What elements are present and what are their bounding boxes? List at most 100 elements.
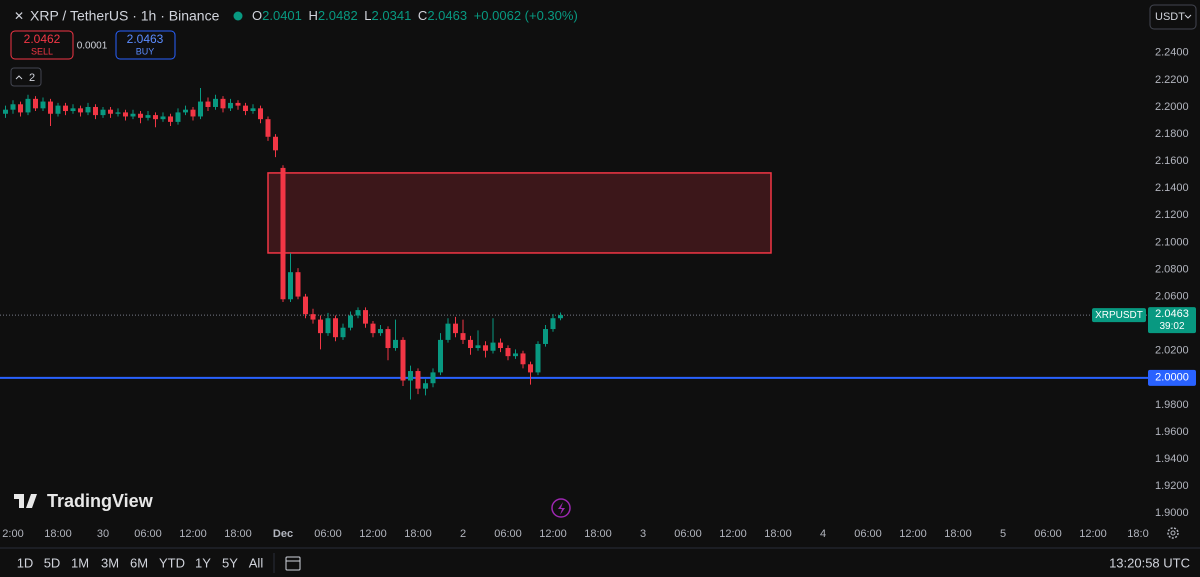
candle-body [355, 310, 361, 316]
range-button[interactable]: 5D [44, 555, 61, 570]
candle-body [333, 318, 338, 338]
candle-body [10, 104, 16, 110]
settings-center [1170, 530, 1176, 536]
sell-button[interactable] [10, 30, 74, 60]
x-tick-label: 12:00 [179, 528, 207, 540]
settings-button[interactable] [1167, 527, 1179, 539]
candle-body [438, 339, 443, 373]
candle-body [183, 109, 188, 113]
candle-body [280, 167, 286, 300]
range-button[interactable]: 1M [71, 555, 89, 570]
sell-label: SELL [31, 46, 53, 56]
chevron [1184, 14, 1192, 19]
y-tick-label: 2.2400 [1155, 47, 1189, 59]
last-price-label: 2.0463 [1155, 308, 1189, 320]
y-tick-label: 1.9400 [1155, 453, 1189, 465]
x-tick-label: 12:00 [539, 528, 567, 540]
candle-body [190, 109, 196, 117]
price-axis [1148, 0, 1200, 548]
date-range-button[interactable] [285, 556, 301, 571]
candle-body [160, 116, 166, 120]
ohlc-label: C [418, 8, 427, 23]
candle-body [258, 108, 263, 120]
candle-body [340, 327, 346, 338]
ohlc-label: H [309, 8, 318, 23]
symbol-icon: ✕ [14, 9, 24, 23]
range-button[interactable]: 5Y [222, 555, 238, 570]
range-button[interactable]: All [249, 555, 264, 570]
ohlc-value: 2.0341 [372, 8, 412, 23]
candle-body [288, 272, 293, 300]
range-button[interactable]: 1Y [195, 555, 211, 570]
candle-body [115, 112, 121, 114]
candle-body [168, 116, 173, 122]
range-button[interactable]: 1D [17, 555, 34, 570]
y-tick-label: 1.9600 [1155, 426, 1189, 438]
range-button[interactable]: 6M [130, 555, 148, 570]
x-tick-label: 06:00 [494, 528, 522, 540]
candle-body [378, 329, 383, 334]
candle-body [198, 101, 203, 117]
alert-button[interactable] [551, 498, 571, 518]
hline-tag [1148, 369, 1196, 386]
range-buttons: 1D 5D 1M 3M 6M YTD 1Y 5Y All [17, 555, 264, 570]
currency-button[interactable] [1149, 4, 1197, 30]
candle-body [513, 353, 518, 357]
candle-body [430, 372, 436, 384]
symbol[interactable]: XRP / TetherUS · 1h · Binance [30, 8, 220, 24]
currency-label: USDT [1155, 11, 1185, 23]
indicators-toggle[interactable] [10, 67, 42, 87]
x-tick-label: Dec [273, 528, 293, 540]
candle-body [370, 323, 376, 334]
sell-price: 2.0462 [24, 32, 61, 46]
candle-body [445, 323, 451, 340]
range-button[interactable]: 3M [101, 555, 119, 570]
y-tick-label: 1.9200 [1155, 480, 1189, 492]
candle-body [220, 98, 226, 109]
y-tick-label: 2.0600 [1155, 290, 1189, 302]
candle-body [235, 102, 241, 106]
candle-body [93, 106, 98, 116]
x-tick-label: 06:00 [674, 528, 702, 540]
x-tick-label: 4 [820, 528, 826, 540]
x-tick-label: 06:00 [854, 528, 882, 540]
candle-body [175, 112, 181, 122]
y-tick-label: 2.1200 [1155, 209, 1189, 221]
candle-body [145, 115, 151, 118]
candle-body [543, 329, 548, 344]
x-tick-label: 12:00 [899, 528, 927, 540]
candle-body [310, 314, 316, 320]
candle-body [483, 345, 488, 351]
x-tick-label: 12:00 [1079, 528, 1107, 540]
range-button[interactable]: YTD [159, 555, 185, 570]
candle-body [528, 364, 533, 373]
candle-body [213, 98, 218, 107]
candle-body [423, 383, 428, 389]
candle-body [138, 113, 143, 118]
candle-body [63, 105, 68, 112]
y-tick-label: 2.0800 [1155, 263, 1189, 275]
candle-body [100, 109, 106, 116]
candle-body [520, 353, 526, 365]
candle-body [205, 101, 211, 107]
x-tick-label: 12:00 [719, 528, 747, 540]
candle-body [303, 296, 308, 315]
candle-body [460, 333, 466, 340]
y-tick-label: 2.0200 [1155, 345, 1189, 357]
x-tick-label: 18:00 [44, 528, 72, 540]
x-tick-label: 30 [97, 528, 109, 540]
buy-button[interactable] [115, 30, 176, 60]
countdown: 39:02 [1159, 321, 1184, 332]
spread: 0.0001 [77, 41, 108, 52]
x-tick-label: 18:00 [224, 528, 252, 540]
candle-body [295, 272, 301, 297]
x-tick-label: 18:00 [944, 528, 972, 540]
x-tick-label: 06:00 [314, 528, 342, 540]
candle-body [85, 106, 91, 113]
chevron [15, 75, 23, 80]
candle-body [228, 102, 233, 109]
candle-body [400, 339, 406, 381]
logo: TradingView [47, 491, 154, 511]
